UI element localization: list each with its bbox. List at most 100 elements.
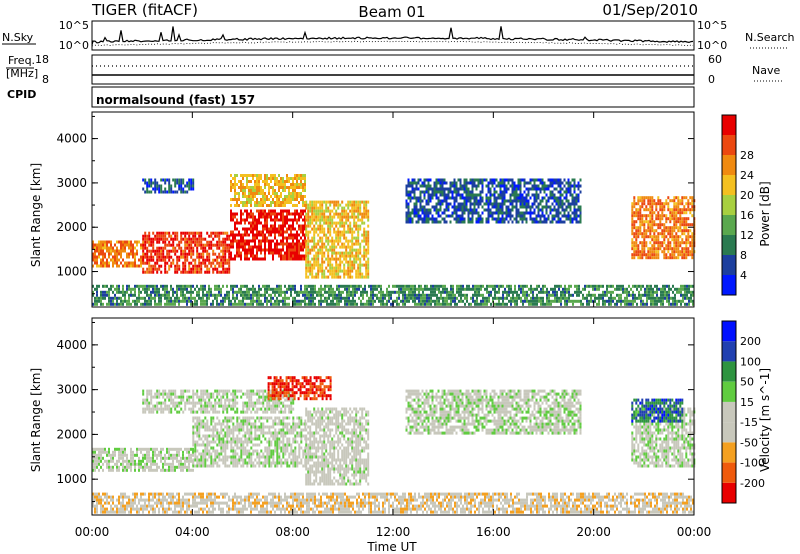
power-cell [630, 299, 632, 303]
power-cell [631, 208, 634, 212]
power-cell [208, 290, 210, 294]
power-cell [423, 178, 426, 182]
power-cell [172, 302, 174, 306]
power-cell [272, 239, 274, 243]
power-cell [463, 208, 466, 212]
power-cell [252, 248, 254, 252]
power-cell [164, 255, 167, 259]
power-cell [349, 221, 352, 225]
power-cell [102, 240, 104, 244]
power-cell [370, 302, 372, 306]
power-cell [292, 186, 294, 189]
power-cell [186, 181, 189, 185]
power-cell [106, 284, 108, 288]
power-cell [346, 293, 348, 297]
power-cell [402, 290, 404, 294]
power-cell [339, 215, 342, 219]
power-cell [415, 205, 418, 209]
power-cell [419, 217, 422, 221]
power-cell [443, 178, 446, 182]
power-cell [198, 296, 200, 300]
power-cell [138, 293, 140, 297]
power-cell [465, 181, 468, 185]
power-cell [142, 187, 145, 191]
power-cell [639, 220, 642, 224]
power-cell [466, 296, 468, 300]
power-cell [635, 250, 638, 254]
power-cell [260, 221, 262, 225]
power-cell [681, 250, 684, 254]
power-cell [630, 287, 632, 291]
power-cell [288, 287, 290, 291]
power-cell [510, 290, 512, 294]
power-cell [266, 299, 268, 303]
power-cell [248, 242, 250, 246]
power-cell [232, 233, 234, 237]
power-cell [469, 205, 472, 209]
power-cell [264, 174, 266, 177]
power-cell [552, 293, 554, 297]
power-cell [351, 215, 354, 219]
power-cell [296, 242, 298, 246]
power-cell [164, 290, 166, 294]
power-cell [186, 302, 188, 306]
power-cell [661, 241, 664, 245]
power-cell [425, 208, 428, 212]
power-cell [677, 217, 680, 221]
power-cell [331, 224, 334, 228]
power-cell [571, 220, 574, 224]
power-cell [577, 214, 580, 218]
power-cell [276, 215, 278, 219]
power-cell [353, 242, 356, 246]
power-cell [148, 264, 151, 268]
power-cell [190, 261, 193, 265]
power-cell [349, 248, 352, 252]
power-cell [579, 184, 582, 188]
power-cell [260, 212, 262, 216]
power-region [405, 178, 582, 224]
power-cell [457, 220, 460, 224]
power-cell [160, 270, 163, 274]
power-cell [224, 299, 226, 303]
power-cell [345, 269, 348, 273]
power-cell [631, 226, 634, 230]
power-cell [264, 284, 266, 288]
power-cell [262, 224, 264, 228]
power-cell [278, 248, 280, 252]
power-cell [180, 270, 183, 274]
power-cell [176, 178, 179, 182]
power-cell [262, 302, 264, 306]
power-cell [478, 290, 480, 294]
power-cell [244, 296, 246, 300]
power-cell [372, 290, 374, 294]
power-cell [665, 226, 668, 230]
power-cell [190, 178, 193, 182]
power-cell [276, 242, 278, 246]
power-cell [154, 261, 157, 265]
power-cell [438, 290, 440, 294]
power-cell [469, 178, 472, 182]
power-cell [294, 192, 296, 195]
power-cell [337, 275, 340, 279]
power-cell [296, 245, 298, 249]
power-cell [533, 211, 536, 215]
power-cell [649, 199, 652, 203]
power-cell [134, 299, 136, 303]
power-cell [651, 211, 654, 215]
power-cell [246, 198, 248, 201]
power-cell [529, 217, 532, 221]
power-cell [482, 302, 484, 306]
power-cell [266, 212, 268, 216]
power-cell [182, 190, 185, 194]
power-cell [280, 204, 282, 207]
power-cell [519, 199, 522, 203]
power-cell [427, 196, 430, 200]
power-cell [270, 224, 272, 228]
power-cell [546, 296, 548, 300]
power-cell [194, 287, 196, 291]
power-cell [531, 205, 534, 209]
power-cell [276, 296, 278, 300]
power-cell [256, 174, 258, 177]
power-cell [278, 299, 280, 303]
power-cell [336, 296, 338, 300]
